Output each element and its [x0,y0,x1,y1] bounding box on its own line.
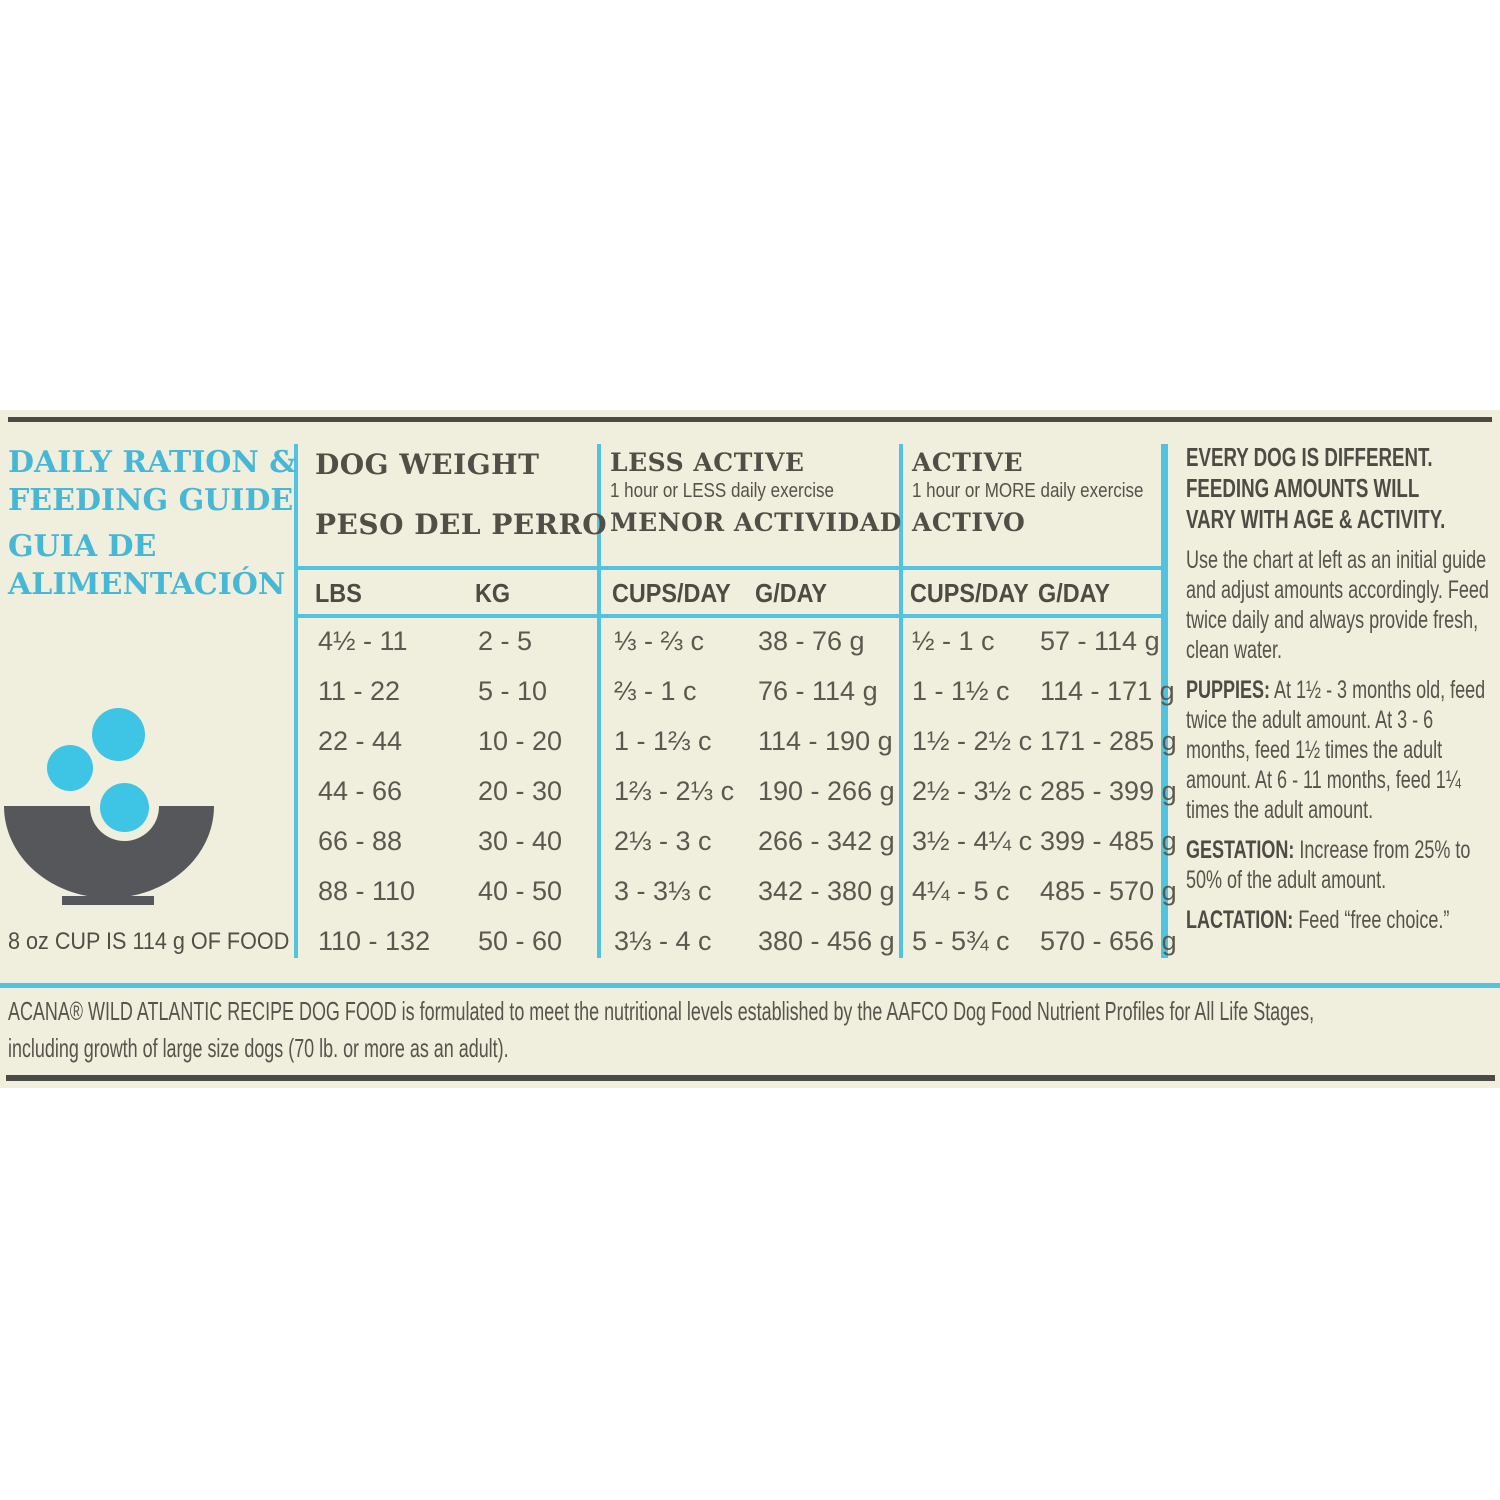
less-active-grams-value: 190 - 266 g [758,776,895,806]
less-active-cups-value: 1⅔ - 2⅓ c [614,776,735,806]
kibble-circle-icon [92,708,145,761]
column-group-title-menor-actividad: MENOR ACTIVIDAD [610,508,902,537]
puppies-text: At 1½ - 3 months old, feed twice the adu… [1186,676,1486,824]
lbs-value: 66 - 88 [318,826,403,856]
lbs-value: 11 - 22 [318,676,401,706]
active-cups-value: 1 - 1½ c [912,676,1010,706]
kibble-circle-icon [100,783,149,832]
less-active-grams-value: 266 - 342 g [758,826,895,856]
active-grams-value: 485 - 570 g [1040,876,1177,906]
lbs-value: 88 - 110 [318,876,416,906]
active-cups-value: 1½ - 2½ c [912,726,1033,756]
less-active-grams-value: 76 - 114 g [758,676,878,706]
column-group-title-less-active: LESS ACTIVE [610,448,805,477]
column-header-cups-day-less-active: CUPS/DAY [612,578,731,608]
puppies-note: PUPPIES: At 1½ - 3 months old, feed twic… [1186,675,1496,825]
kg-value: 50 - 60 [478,926,563,956]
column-header-kg: KG [475,578,511,608]
less-active-grams-value: 342 - 380 g [758,876,895,906]
less-active-cups-value: 2⅓ - 3 c [614,826,712,856]
sidebar-title-spanish: GUIA DE ALIMENTACIÓN [8,529,286,602]
column-header-g-day-less-active: G/DAY [755,578,827,608]
active-grams-value: 57 - 114 g [1040,626,1160,656]
aafco-statement: ACANA® WILD ATLANTIC RECIPE DOG FOOD is … [8,996,1315,1063]
divider-table-notes [1161,444,1168,958]
kg-value: 10 - 20 [478,726,563,756]
kg-value: 40 - 50 [478,876,563,906]
column-header-g-day-active: G/DAY [1038,578,1110,608]
column-header-lbs: LBS [315,578,362,608]
lbs-value: 44 - 66 [318,776,403,806]
lactation-text: Feed “free choice.” [1293,906,1450,934]
less-active-cups-value: 3 - 3⅓ c [614,876,712,906]
table-row: 66 - 88 30 - 40 2⅓ - 3 c 266 - 342 g 3½ … [0,816,1180,866]
less-active-subtitle: 1 hour or LESS daily exercise [610,480,834,502]
kg-value: 30 - 40 [478,826,563,856]
less-active-grams-value: 380 - 456 g [758,926,895,956]
lbs-value: 22 - 44 [318,726,403,756]
table-row: 22 - 44 10 - 20 1 - 1⅔ c 114 - 190 g 1½ … [0,716,1180,766]
active-grams-value: 399 - 485 g [1040,826,1177,856]
kg-value: 20 - 30 [478,776,563,806]
label-background [0,410,1500,1088]
top-border-line [8,417,1492,422]
header-divider-line [294,566,1168,570]
column-group-title-activo: ACTIVO [912,508,1026,537]
feeding-notes-panel: EVERY DOG IS DIFFERENT. FEEDING AMOUNTS … [1186,442,1500,935]
notes-heading: EVERY DOG IS DIFFERENT. FEEDING AMOUNTS … [1186,442,1446,534]
column-group-title-active: ACTIVE [912,448,1024,477]
lactation-note: LACTATION: Feed “free choice.” [1186,905,1496,935]
less-active-cups-value: 3⅓ - 4 c [614,926,712,956]
active-grams-value: 114 - 171 g [1040,676,1175,706]
less-active-cups-value: ⅓ - ⅔ c [614,626,705,656]
footer-divider-line [0,983,1500,988]
less-active-cups-value: 1 - 1⅔ c [614,726,712,756]
active-subtitle: 1 hour or MORE daily exercise [912,480,1144,502]
active-cups-value: 3½ - 4¼ c [912,826,1033,856]
divider-sidebar-table [294,444,298,958]
bowl-with-kibble-icon [0,700,240,920]
less-active-grams-value: 114 - 190 g [758,726,893,756]
active-grams-value: 285 - 399 g [1040,776,1177,806]
divider-weight-lessactive [597,444,601,958]
column-header-cups-day-active: CUPS/DAY [910,578,1029,608]
table-row: 4½ - 11 2 - 5 ⅓ - ⅔ c 38 - 76 g ½ - 1 c … [0,616,1180,666]
lbs-value: 110 - 132 [318,926,431,956]
subheader-divider-line [294,614,1168,618]
active-cups-value: 5 - 5¾ c [912,926,1010,956]
kg-value: 5 - 10 [478,676,548,706]
active-grams-value: 570 - 656 g [1040,926,1177,956]
less-active-grams-value: 38 - 76 g [758,626,865,656]
notes-intro: Use the chart at left as an initial guid… [1186,546,1489,664]
bottom-border-line [6,1075,1495,1081]
kibble-circle-icon [47,745,93,791]
puppies-label: PUPPIES: [1186,676,1271,704]
sidebar-title-english: DAILY RATION & FEEDING GUIDE [8,445,297,518]
less-active-cups-value: ⅔ - 1 c [614,676,697,706]
active-cups-value: 2½ - 3½ c [912,776,1033,806]
table-row: 11 - 22 5 - 10 ⅔ - 1 c 76 - 114 g 1 - 1½… [0,666,1180,716]
table-row: 88 - 110 40 - 50 3 - 3⅓ c 342 - 380 g 4¼… [0,866,1180,916]
cup-measure-note: 8 oz CUP IS 114 g OF FOOD [8,928,290,955]
gestation-text: Increase from 25% to 50% of the adult am… [1186,836,1471,894]
gestation-note: GESTATION: Increase from 25% to 50% of t… [1186,835,1496,895]
lactation-label: LACTATION: [1186,906,1294,934]
active-grams-value: 171 - 285 g [1040,726,1177,756]
divider-lessactive-active [899,444,903,958]
gestation-label: GESTATION: [1186,836,1295,864]
kg-value: 2 - 5 [478,626,533,656]
active-cups-value: 4¼ - 5 c [912,876,1010,906]
active-cups-value: ½ - 1 c [912,626,995,656]
column-group-title-dog-weight: DOG WEIGHT [315,448,540,481]
table-row: 110 - 132 50 - 60 3⅓ - 4 c 380 - 456 g 5… [0,916,1180,966]
table-row: 44 - 66 20 - 30 1⅔ - 2⅓ c 190 - 266 g 2½… [0,766,1180,816]
column-group-title-peso-del-perro: PESO DEL PERRO [315,508,608,541]
lbs-value: 4½ - 11 [318,626,408,656]
bowl-base-icon [62,896,154,905]
